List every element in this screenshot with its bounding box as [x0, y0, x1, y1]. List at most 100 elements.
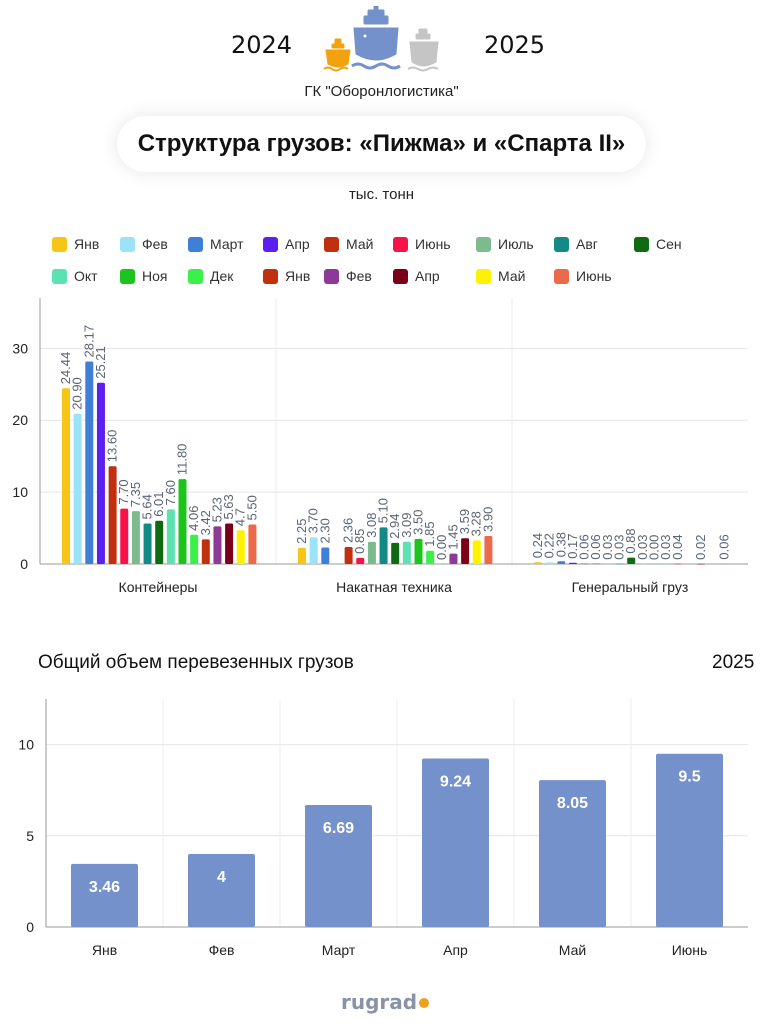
- legend-item[interactable]: Июль: [476, 236, 534, 252]
- bar-value-label: 6.69: [323, 820, 354, 837]
- bar: [472, 540, 481, 564]
- bar: [662, 563, 671, 565]
- category-label: Май: [559, 942, 586, 958]
- bar: [85, 361, 94, 564]
- bar: [356, 557, 365, 564]
- bar: [539, 780, 606, 927]
- bar-value-label: 2.30: [317, 518, 332, 543]
- bar: [592, 563, 601, 565]
- bar-value-label: 11.80: [175, 444, 190, 476]
- ship-icons: [323, 6, 439, 72]
- legend-item[interactable]: Апр: [393, 268, 440, 284]
- bar-value-label: 5.50: [244, 495, 259, 520]
- bar: [615, 563, 624, 565]
- bar-value-label: 7.35: [128, 482, 143, 507]
- bar: [449, 553, 458, 564]
- bar: [248, 524, 257, 564]
- bar-value-label: 1.45: [445, 524, 460, 549]
- legend-swatch: [476, 236, 491, 252]
- y-tick-label: 30: [12, 340, 28, 356]
- legend-swatch: [393, 236, 408, 252]
- bar-value-label: 0.04: [670, 534, 685, 559]
- bar-value-label: 5.10: [376, 498, 391, 523]
- legend-item[interactable]: Фев: [120, 236, 168, 252]
- category-label: Генеральный груз: [572, 579, 689, 595]
- legend-item[interactable]: Июнь: [554, 268, 612, 284]
- bar-value-label: 0.38: [553, 532, 568, 557]
- bar-value-label: 0.06: [588, 534, 603, 559]
- bar: [414, 538, 423, 564]
- bar: [73, 413, 82, 564]
- legend-swatch: [52, 268, 67, 284]
- bar-value-label: 24.44: [58, 352, 73, 385]
- bar-value-label: 7.60: [163, 480, 178, 505]
- logo-dot-icon: [419, 998, 430, 1008]
- legend-label: Янв: [74, 236, 100, 252]
- bar: [71, 863, 138, 927]
- bar: [236, 530, 245, 564]
- bar-value-label: 0.03: [635, 534, 650, 559]
- bar-value-label: 8.05: [557, 795, 588, 812]
- legend-swatch: [120, 236, 135, 252]
- legend-item[interactable]: Апр: [263, 236, 310, 252]
- legend-item[interactable]: Авг: [554, 236, 598, 252]
- bar: [367, 541, 376, 564]
- bar-value-label: 0.02: [693, 535, 708, 560]
- bar: [534, 562, 542, 564]
- legend-item[interactable]: Янв: [263, 268, 310, 284]
- bar-value-label: 0.00: [434, 535, 449, 560]
- bar: [155, 520, 164, 564]
- bar-value-label: 0.22: [542, 533, 557, 558]
- legend-item[interactable]: Март: [188, 236, 244, 252]
- legend-item[interactable]: Июнь: [393, 236, 451, 252]
- legend-swatch: [263, 236, 278, 252]
- ship-small-left-icon: [323, 38, 351, 72]
- bar: [402, 541, 411, 564]
- legend-item[interactable]: Сен: [634, 236, 682, 252]
- legend-item[interactable]: Фев: [324, 268, 372, 284]
- legend-label: Апр: [285, 236, 310, 252]
- y-tick-label: 5: [26, 828, 34, 844]
- ship-small-right-icon: [407, 28, 439, 72]
- bar: [391, 542, 400, 564]
- bar: [344, 547, 353, 564]
- bar-value-label: 20.90: [70, 377, 85, 410]
- y-tick-label: 0: [20, 556, 28, 572]
- bar-value-label: 0.03: [658, 534, 673, 559]
- legend-swatch: [188, 268, 203, 284]
- legend-swatch: [324, 236, 339, 252]
- chart-title: Структура грузов: «Пижма» и «Спарта II»: [117, 116, 646, 172]
- bar: [108, 466, 117, 564]
- legend-item[interactable]: Окт: [52, 268, 98, 284]
- bar-value-label: 2.25: [294, 519, 309, 544]
- bar: [120, 508, 129, 564]
- bar-value-label: 0.03: [612, 534, 627, 559]
- legend-item[interactable]: Май: [324, 236, 373, 252]
- legend-item[interactable]: Дек: [188, 268, 233, 284]
- legend-item[interactable]: Янв: [52, 236, 99, 252]
- legend-swatch: [393, 268, 408, 284]
- chart-total-volume: 0 5 10 3.46 Янв 4 Фев 6.69 Март 9.24 Апр 8.05 Май 9.5…: [18, 699, 748, 958]
- y-tick-label: 10: [18, 737, 34, 753]
- bar-value-label: 0.03: [600, 534, 615, 559]
- legend-label: Июнь: [576, 268, 612, 284]
- bar: [484, 535, 493, 564]
- legend-label: Июнь: [415, 236, 451, 252]
- bar: [673, 563, 682, 565]
- bar-value-label: 4: [217, 869, 226, 886]
- bar-value-label: 3.50: [411, 510, 426, 535]
- legend-label: Май: [346, 236, 374, 252]
- legend-swatch: [120, 268, 135, 284]
- bar: [166, 509, 175, 564]
- legend-item[interactable]: Май: [476, 268, 525, 284]
- bar-value-label: 3.28: [469, 511, 484, 536]
- bar-value-label: 7.70: [116, 479, 131, 504]
- bar-value-label: 5.63: [221, 494, 236, 519]
- bar-value-label: 3.46: [89, 879, 120, 896]
- legend-swatch: [476, 268, 491, 284]
- rugrad-logo[interactable]: rugrad: [341, 990, 430, 1014]
- legend-label: Ноя: [142, 268, 168, 284]
- bar-value-label: 2.36: [341, 518, 356, 543]
- legend-item[interactable]: Ноя: [120, 268, 167, 284]
